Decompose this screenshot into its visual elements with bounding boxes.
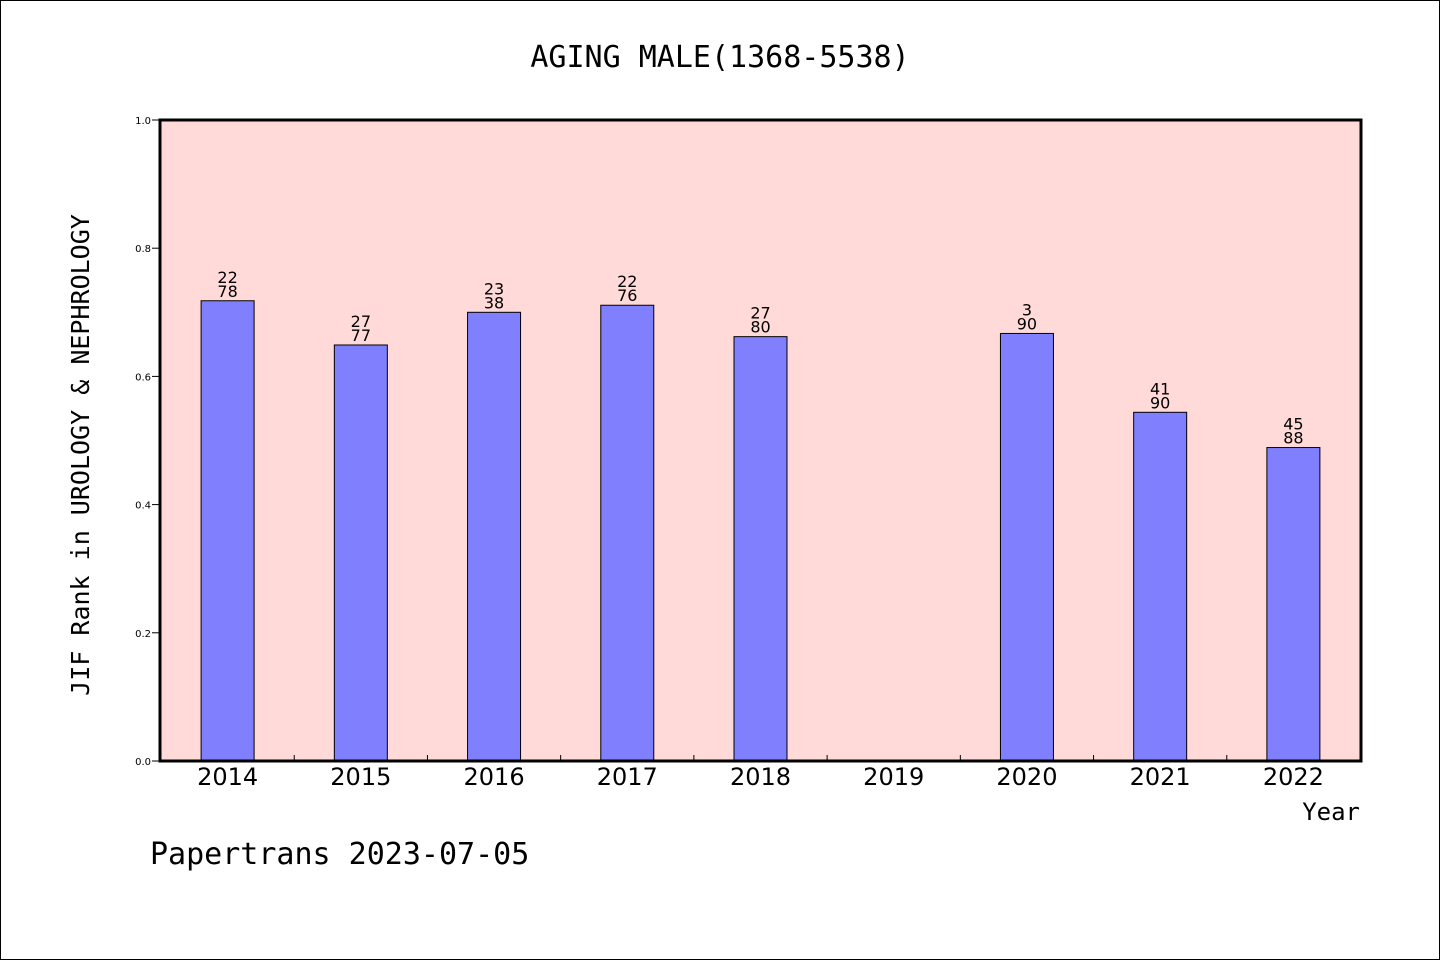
x-tick-label-2019: 2019 [863, 763, 924, 791]
bar-2021 [1133, 411, 1188, 762]
bar-label-total-2021: 90 [1150, 393, 1170, 412]
bar-2016 [467, 311, 522, 762]
bar-2017 [600, 304, 655, 762]
bar-label-rank-2016: 23 [484, 279, 504, 298]
footer-credit: Papertrans 2023-07-05 [150, 837, 529, 872]
x-tick-label-2014: 2014 [197, 763, 258, 791]
y-tick-label: 1.0 [135, 116, 151, 127]
bar-2020 [999, 332, 1054, 762]
chart-title: AGING MALE(1368-5538) [530, 40, 909, 75]
bar-label-rank-2017: 22 [617, 272, 637, 291]
x-tick-label-2022: 2022 [1263, 763, 1324, 791]
x-tick-label-2020: 2020 [996, 763, 1057, 791]
y-axis-label: JIF Rank in UROLOGY & NEPHROLOGY [66, 214, 95, 696]
x-tick-label-2015: 2015 [330, 763, 391, 791]
y-tick-label: 0.6 [135, 372, 151, 383]
bar-label-rank-2018: 27 [750, 304, 770, 323]
bar-label-total-2016: 38 [484, 293, 504, 312]
y-axis-ticks: 0.0 0.2 0.4 0.6 0.8 1.0 [135, 116, 160, 768]
bar-label-rank-2014: 22 [217, 268, 237, 287]
plot-border [158, 118, 1363, 763]
bar-label-rank-2020: 3 [1022, 300, 1032, 319]
y-tick-label: 0.4 [135, 501, 151, 512]
bar-2014 [200, 300, 255, 762]
bar-label-rank-2021: 41 [1150, 379, 1170, 398]
bar-label-total-2017: 76 [617, 286, 637, 305]
bar-label-rank-2022: 45 [1283, 415, 1303, 434]
bar-label-rank-2015: 27 [351, 312, 371, 331]
x-tick-label-2018: 2018 [730, 763, 791, 791]
bar-label-total-2015: 77 [351, 326, 371, 345]
bar-label-total-2022: 88 [1283, 429, 1303, 448]
y-tick-label: 0.0 [135, 757, 151, 768]
x-axis-label: Year [1302, 798, 1360, 826]
y-tick-label: 0.8 [135, 244, 151, 255]
bar-label-total-2014: 78 [217, 282, 237, 301]
bar-label-total-2020: 90 [1017, 314, 1037, 333]
x-tick-label-2016: 2016 [464, 763, 525, 791]
bar-label-total-2018: 80 [750, 318, 770, 337]
y-tick-label: 0.2 [135, 629, 151, 640]
bars-layer [200, 300, 1321, 762]
x-tick-label-2017: 2017 [597, 763, 658, 791]
bar-2022 [1266, 447, 1321, 762]
x-tick-label-2021: 2021 [1130, 763, 1191, 791]
bar-2015 [333, 344, 388, 762]
bar-2018 [733, 336, 788, 762]
x-axis-ticks: 2014 2015 2016 2017 2018 2019 2020 2021 2022 [197, 755, 1324, 791]
